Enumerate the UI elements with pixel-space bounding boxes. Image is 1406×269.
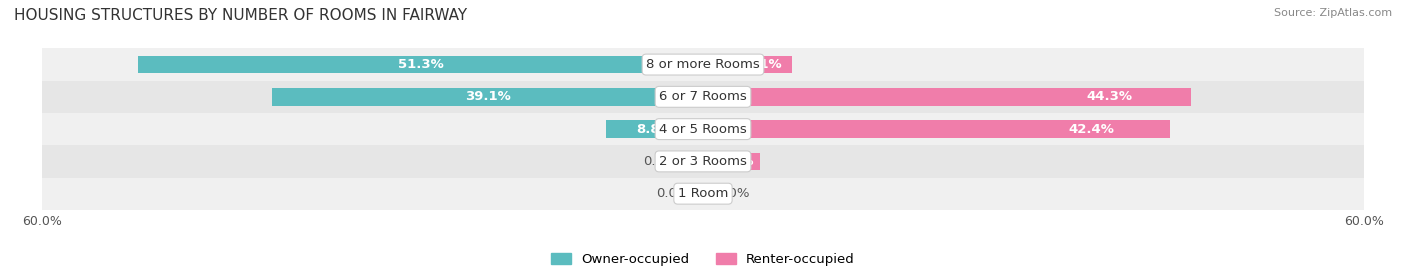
Text: 4 or 5 Rooms: 4 or 5 Rooms (659, 123, 747, 136)
Bar (273, 88, 703, 106)
Text: 6 or 7 Rooms: 6 or 7 Rooms (659, 90, 747, 103)
Text: 8.8%: 8.8% (636, 123, 673, 136)
Text: 5.2%: 5.2% (717, 155, 754, 168)
Text: Source: ZipAtlas.com: Source: ZipAtlas.com (1274, 8, 1392, 18)
Bar (138, 56, 703, 73)
Bar (42, 113, 1364, 145)
Text: 51.3%: 51.3% (398, 58, 443, 71)
Text: HOUSING STRUCTURES BY NUMBER OF ROOMS IN FAIRWAY: HOUSING STRUCTURES BY NUMBER OF ROOMS IN… (14, 8, 467, 23)
Text: 0.0%: 0.0% (657, 187, 690, 200)
Text: 0.82%: 0.82% (643, 155, 685, 168)
Bar (606, 120, 703, 138)
Text: 1 Room: 1 Room (678, 187, 728, 200)
Text: 8.1%: 8.1% (745, 58, 782, 71)
Text: 2 or 3 Rooms: 2 or 3 Rooms (659, 155, 747, 168)
Bar (42, 81, 1364, 113)
Text: 44.3%: 44.3% (1087, 90, 1132, 103)
Bar (695, 153, 703, 170)
Text: 0.0%: 0.0% (716, 187, 749, 200)
Text: 8 or more Rooms: 8 or more Rooms (647, 58, 759, 71)
Bar (703, 120, 1170, 138)
Legend: Owner-occupied, Renter-occupied: Owner-occupied, Renter-occupied (546, 247, 860, 269)
Bar (42, 145, 1364, 178)
Bar (42, 178, 1364, 210)
Bar (42, 48, 1364, 81)
Text: 42.4%: 42.4% (1069, 123, 1114, 136)
Bar (703, 56, 792, 73)
Bar (703, 153, 761, 170)
Text: 39.1%: 39.1% (465, 90, 510, 103)
Bar (703, 88, 1191, 106)
